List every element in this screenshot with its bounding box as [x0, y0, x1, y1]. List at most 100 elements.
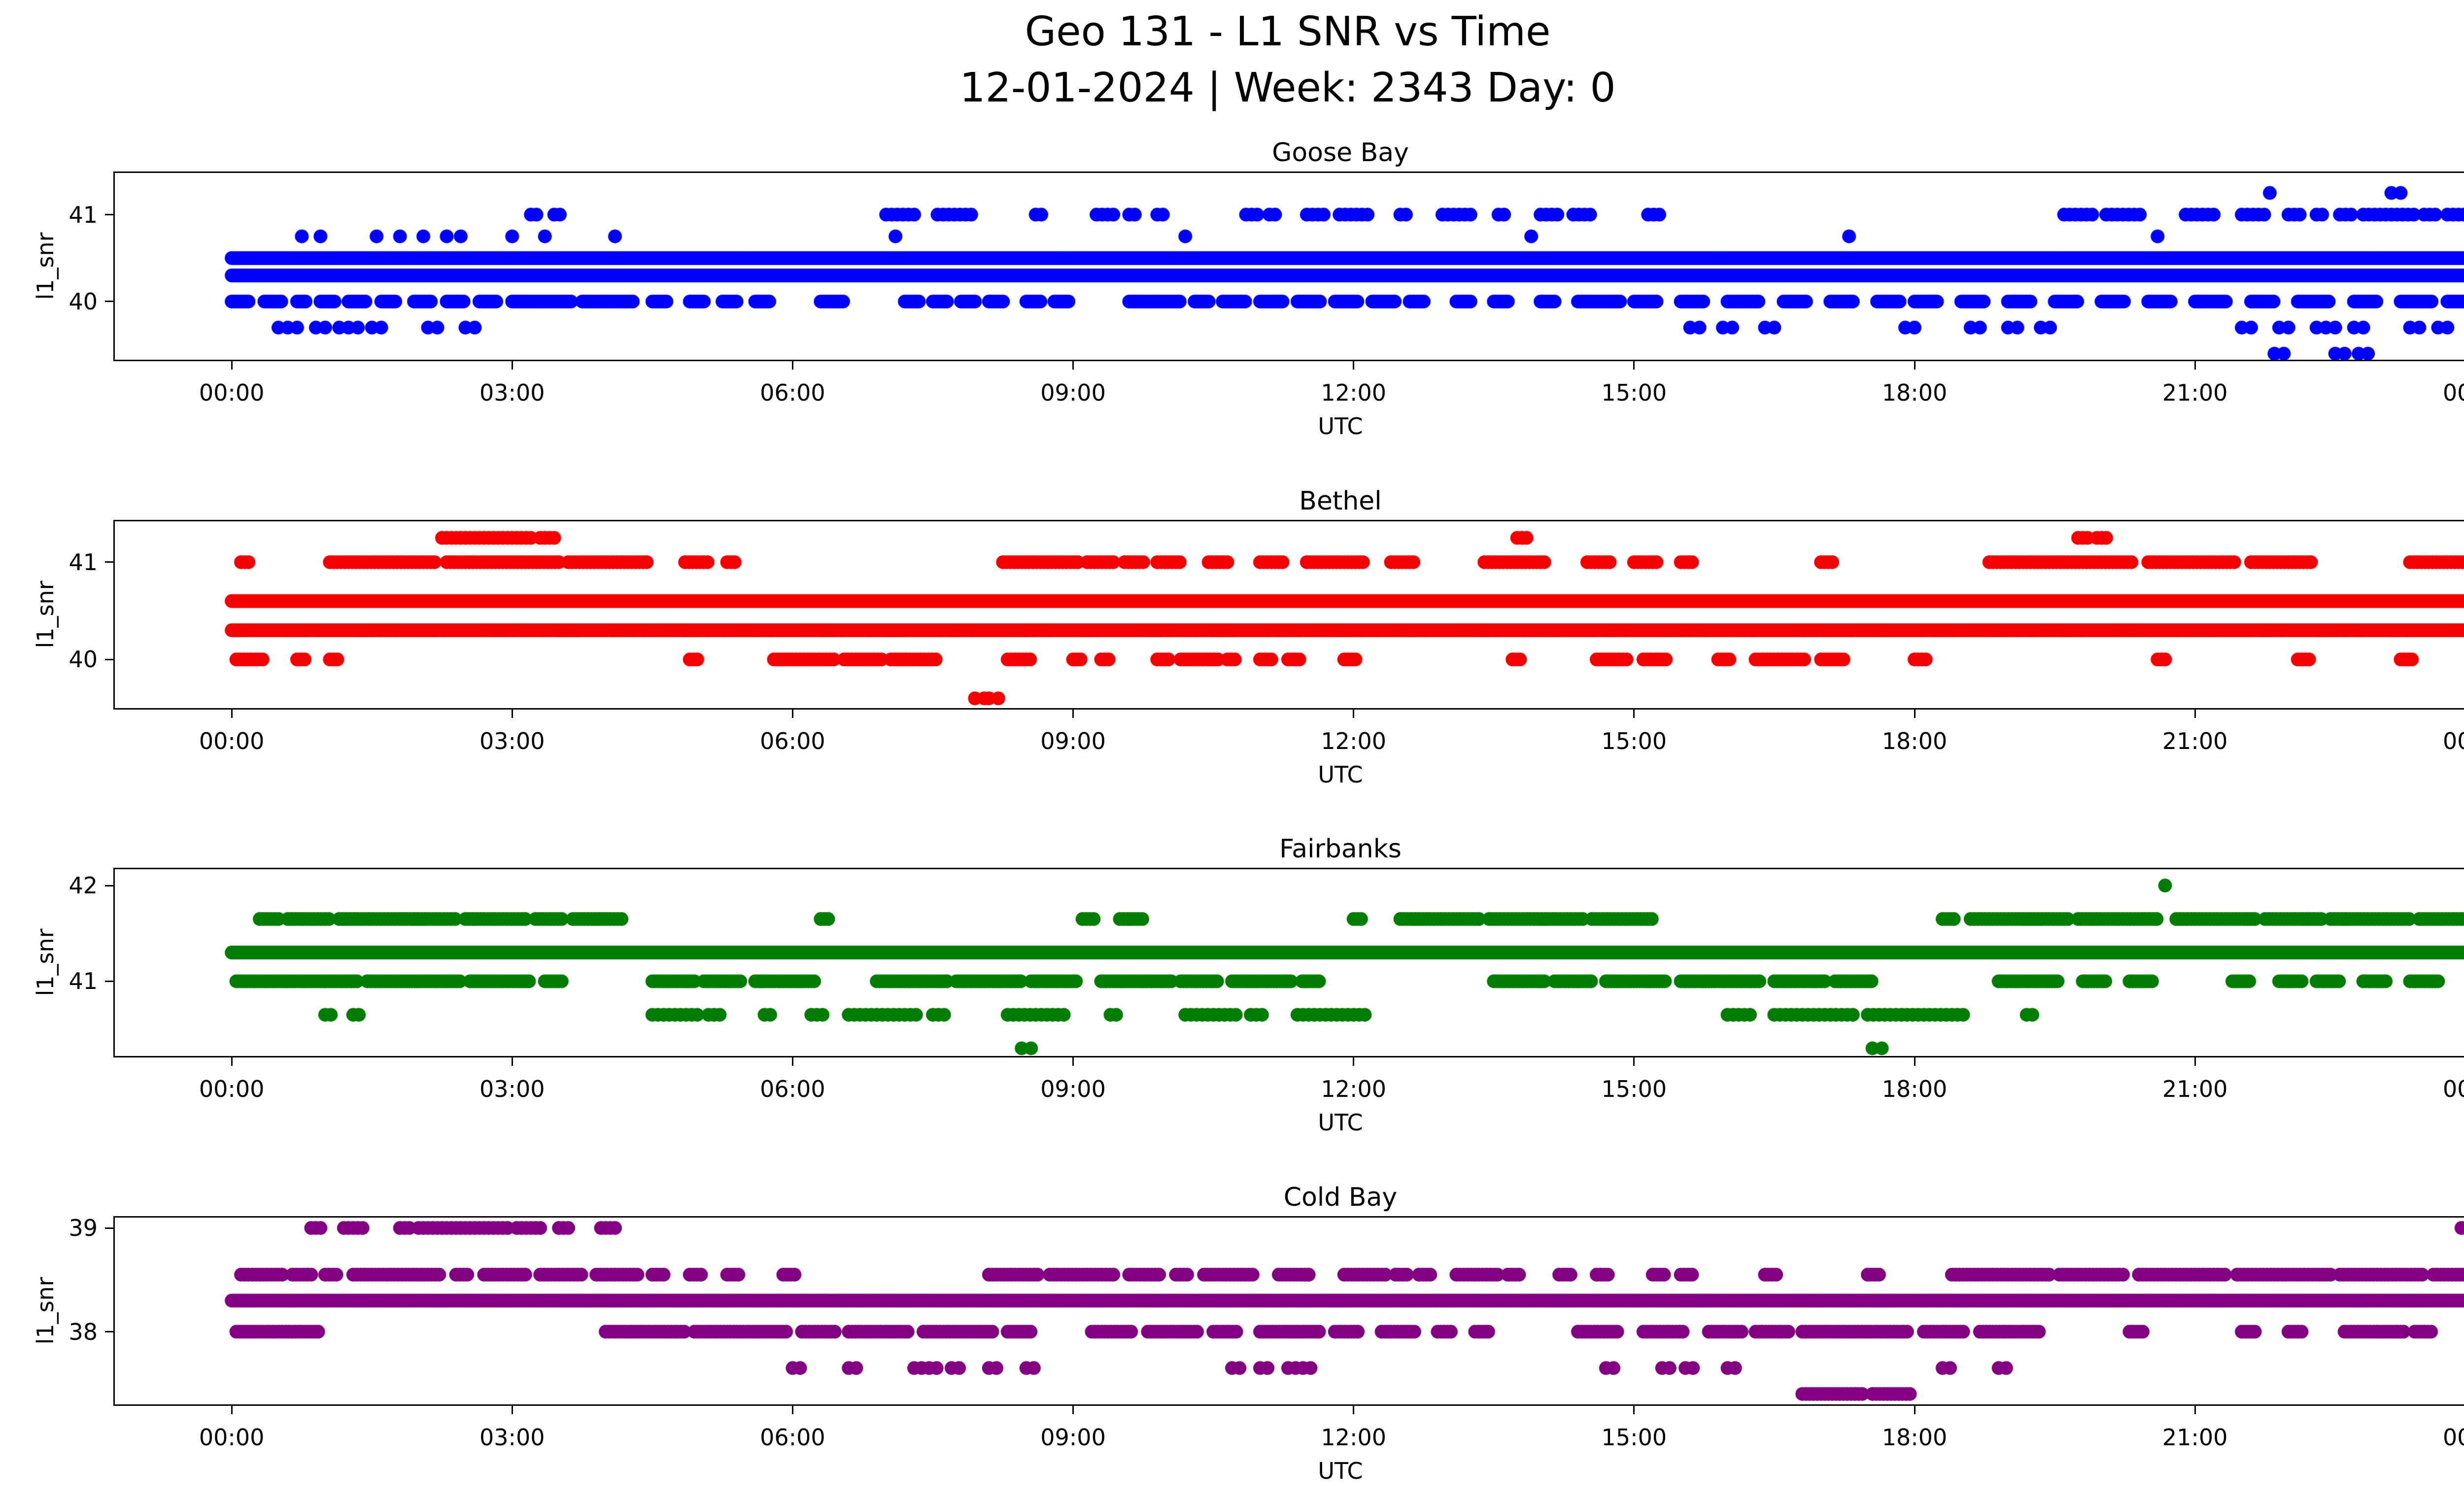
subplot-title: Bethel: [1299, 486, 1382, 516]
x-tick-mark: [511, 361, 513, 370]
figure-title: Geo 131 - L1 SNR vs Time: [1025, 8, 1551, 55]
x-tick-label: 21:00: [2162, 1424, 2228, 1451]
x-tick-label: 21:00: [2162, 1076, 2228, 1102]
subplot-bethel: Bethel l1_snr 41 40 00:00 03:00 06:00 09:00 12…: [0, 485, 2464, 801]
x-tick-label: 12:00: [1321, 1076, 1386, 1102]
x-tick-mark: [1914, 1057, 1916, 1066]
figure-subtitle: 12-01-2024 | Week: 2343 Day: 0: [959, 65, 1616, 111]
x-tick-label: 03:00: [479, 1424, 545, 1451]
x-tick-mark: [791, 710, 793, 718]
x-tick-label: 09:00: [1040, 728, 1106, 754]
subplot-goose-bay: Goose Bay l1_snr 41 40 00:00 03:00 06:00 09:0…: [0, 137, 2464, 452]
y-tick-mark: [105, 1331, 113, 1333]
x-tick-mark: [1633, 1406, 1635, 1414]
x-tick-label: 15:00: [1601, 1424, 1667, 1451]
x-tick-mark: [1353, 361, 1355, 370]
x-tick-mark: [1633, 710, 1635, 718]
x-tick-mark: [511, 1406, 513, 1414]
y-tick-mark: [105, 214, 113, 216]
plot-area: [113, 1216, 2464, 1406]
x-tick-label: 03:00: [479, 728, 545, 754]
y-axis-label: l1_snr: [32, 928, 59, 996]
x-tick-label: 00:00: [199, 1424, 265, 1451]
x-tick-mark: [791, 1057, 793, 1066]
x-tick-label: 00:00: [2442, 1424, 2464, 1451]
x-tick-mark: [2194, 1406, 2196, 1414]
x-tick-mark: [1914, 710, 1916, 718]
x-tick-label: 00:00: [199, 1076, 265, 1102]
x-tick-mark: [1353, 710, 1355, 718]
x-tick-label: 18:00: [1882, 379, 1948, 406]
x-tick-label: 12:00: [1321, 379, 1386, 406]
subplot-title: Goose Bay: [1272, 138, 1409, 168]
y-tick-mark: [105, 980, 113, 982]
x-tick-mark: [1633, 361, 1635, 370]
x-tick-label: 00:00: [2442, 728, 2464, 754]
x-tick-label: 18:00: [1882, 1076, 1948, 1102]
x-tick-mark: [1914, 361, 1916, 370]
y-axis-label: l1_snr: [32, 1277, 59, 1345]
y-tick-label: 39: [68, 1215, 98, 1242]
x-tick-mark: [791, 361, 793, 370]
x-tick-mark: [231, 1406, 233, 1414]
x-axis-label: UTC: [1318, 413, 1363, 440]
x-tick-mark: [2194, 361, 2196, 370]
x-tick-label: 00:00: [199, 728, 265, 754]
x-tick-mark: [511, 1057, 513, 1066]
scatter-canvas: [115, 521, 2464, 708]
x-tick-mark: [1353, 1057, 1355, 1066]
x-tick-mark: [2194, 710, 2196, 718]
x-tick-mark: [1072, 1057, 1074, 1066]
x-tick-mark: [231, 1057, 233, 1066]
x-tick-label: 06:00: [760, 1424, 825, 1451]
y-tick-mark: [105, 561, 113, 563]
x-tick-label: 12:00: [1321, 728, 1386, 754]
x-tick-label: 06:00: [760, 1076, 825, 1102]
x-tick-label: 15:00: [1601, 728, 1667, 754]
y-tick-label: 40: [68, 646, 98, 673]
x-tick-mark: [1072, 361, 1074, 370]
x-tick-mark: [511, 710, 513, 718]
x-tick-label: 06:00: [760, 379, 825, 406]
x-axis-label: UTC: [1318, 1109, 1363, 1136]
x-axis-label: UTC: [1318, 761, 1363, 788]
x-tick-mark: [1633, 1057, 1635, 1066]
x-tick-label: 18:00: [1882, 1424, 1948, 1451]
subplot-cold-bay: Cold Bay l1_snr 39 38 00:00 03:00 06:00 09:00…: [0, 1182, 2464, 1497]
subplot-title: Fairbanks: [1279, 834, 1402, 864]
x-tick-label: 00:00: [2442, 1076, 2464, 1102]
subplot-title: Cold Bay: [1283, 1183, 1398, 1212]
subplot-fairbanks: Fairbanks l1_snr 42 41 00:00 03:00 06:00 09:0…: [0, 833, 2464, 1149]
x-tick-label: 09:00: [1040, 379, 1106, 406]
scatter-canvas: [115, 1218, 2464, 1404]
x-tick-mark: [231, 361, 233, 370]
x-tick-label: 12:00: [1321, 1424, 1386, 1451]
x-tick-mark: [1072, 710, 1074, 718]
x-tick-label: 00:00: [2442, 379, 2464, 406]
x-tick-mark: [2194, 1057, 2196, 1066]
x-tick-mark: [231, 710, 233, 718]
y-axis-label: l1_snr: [32, 232, 59, 300]
y-tick-mark: [105, 658, 113, 660]
y-tick-mark: [105, 1227, 113, 1229]
plot-area: [113, 520, 2464, 710]
scatter-canvas: [115, 173, 2464, 360]
x-tick-label: 15:00: [1601, 379, 1667, 406]
x-tick-mark: [791, 1406, 793, 1414]
x-tick-mark: [1353, 1406, 1355, 1414]
x-tick-label: 09:00: [1040, 1076, 1106, 1102]
y-axis-label: l1_snr: [32, 580, 59, 648]
x-tick-mark: [1914, 1406, 1916, 1414]
x-tick-label: 09:00: [1040, 1424, 1106, 1451]
x-tick-label: 03:00: [479, 1076, 545, 1102]
x-tick-label: 18:00: [1882, 728, 1948, 754]
x-tick-label: 15:00: [1601, 1076, 1667, 1102]
x-tick-label: 06:00: [760, 728, 825, 754]
x-tick-label: 21:00: [2162, 728, 2228, 754]
y-tick-mark: [105, 301, 113, 303]
y-tick-mark: [105, 885, 113, 886]
x-tick-mark: [1072, 1406, 1074, 1414]
plot-area: [113, 868, 2464, 1057]
y-tick-label: 42: [68, 872, 98, 899]
x-tick-label: 00:00: [199, 379, 265, 406]
